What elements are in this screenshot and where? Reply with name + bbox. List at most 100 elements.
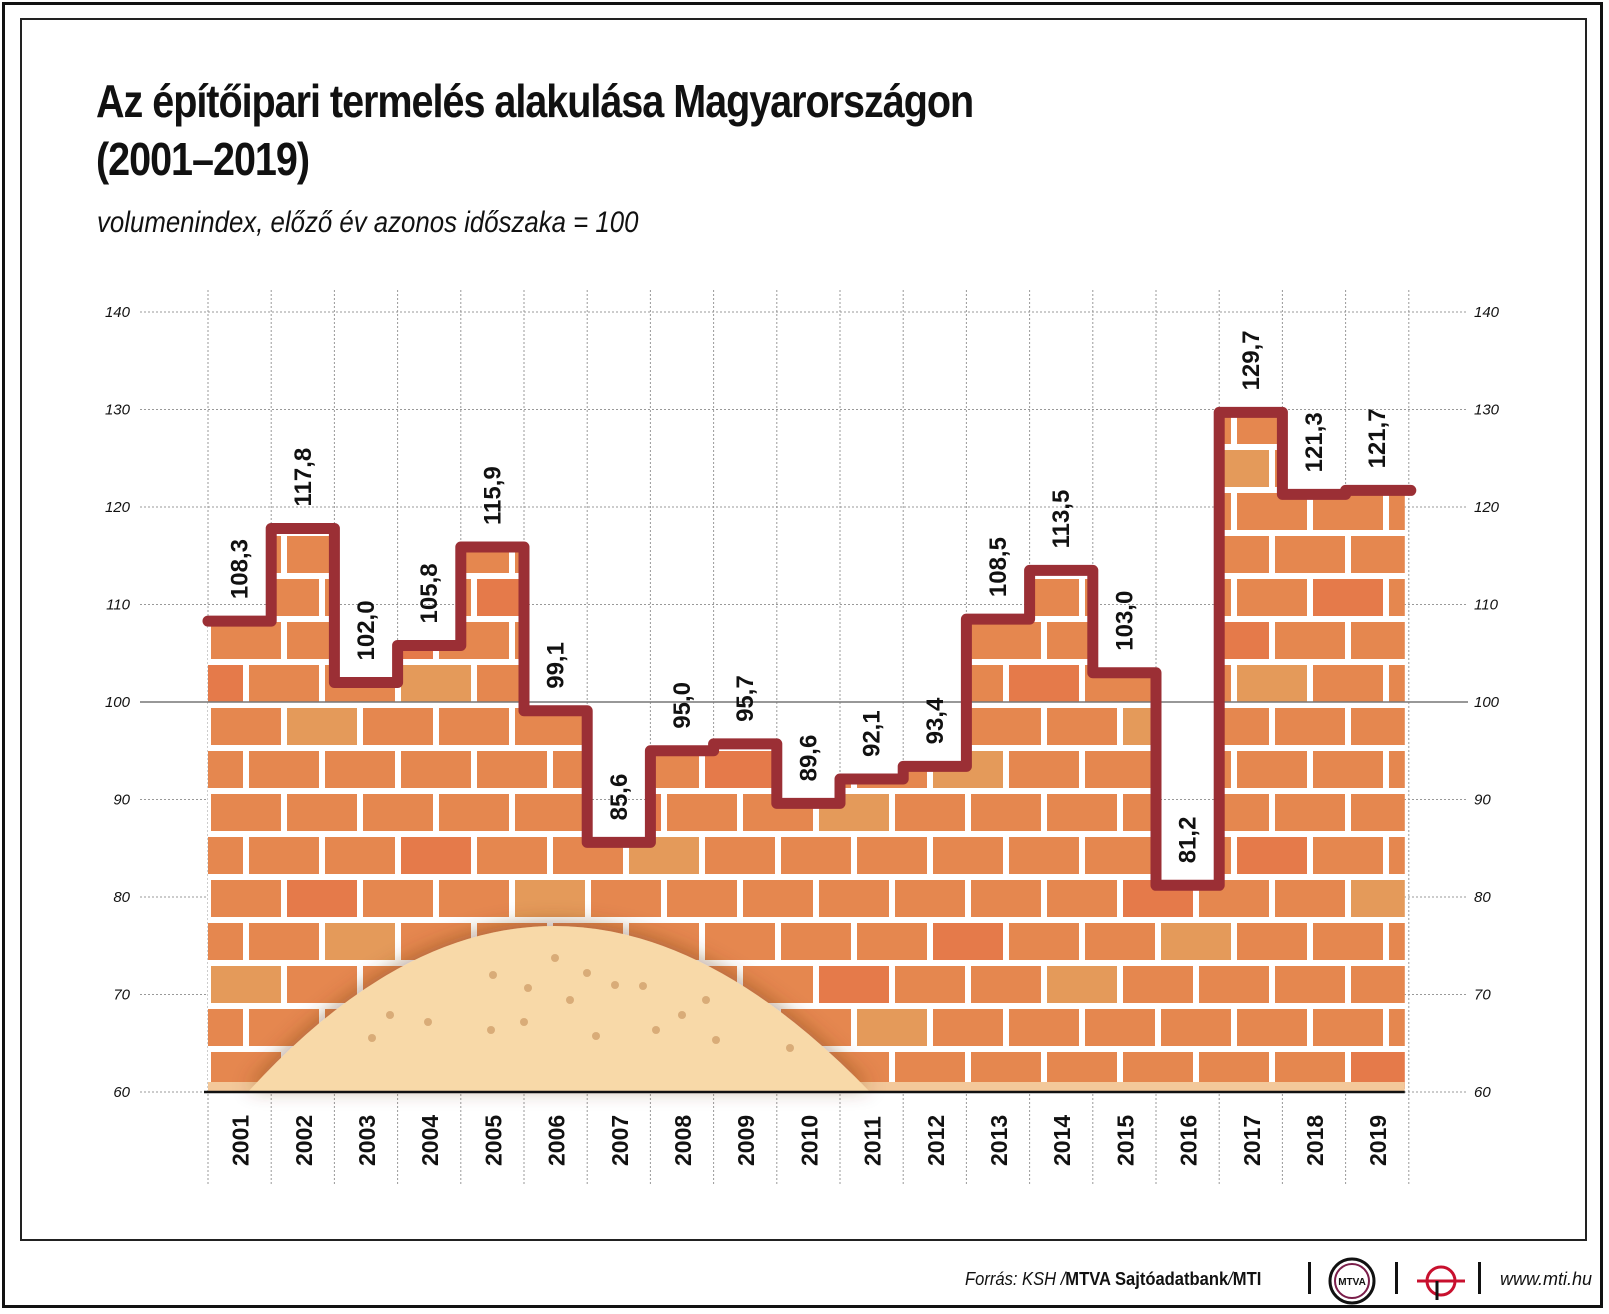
brick: [1123, 966, 1193, 1003]
brick: [1389, 923, 1405, 960]
brick: [705, 923, 775, 960]
sand-speck: [386, 1011, 394, 1019]
brick: [1085, 837, 1155, 874]
value-label: 102,0: [353, 600, 380, 660]
brick: [857, 923, 927, 960]
sand-speck: [520, 1018, 528, 1026]
value-label: 93,4: [922, 697, 949, 744]
source-separator: /: [1228, 1268, 1233, 1289]
brick: [401, 665, 471, 702]
brick: [1351, 966, 1405, 1003]
website-url: www.mti.hu: [1500, 1268, 1593, 1289]
brick: [933, 837, 1003, 874]
brick: [1009, 923, 1079, 960]
brick: [515, 364, 585, 401]
brick: [1237, 751, 1307, 788]
y-tick-label-left: 90: [113, 792, 130, 809]
value-label: 92,1: [859, 710, 886, 757]
brick: [515, 450, 585, 487]
y-tick-label-right: 100: [1474, 694, 1500, 711]
brick: [629, 493, 699, 530]
brick: [1123, 364, 1193, 401]
brick: [439, 880, 509, 917]
brick: [1009, 665, 1079, 702]
brick: [1237, 1009, 1307, 1046]
brick: [1085, 923, 1155, 960]
brick: [629, 751, 699, 788]
brick: [211, 622, 281, 659]
x-tick-label: 2007: [607, 1115, 633, 1166]
brick: [895, 536, 965, 573]
brick: [553, 412, 623, 444]
value-label: 85,6: [606, 774, 633, 821]
brick: [553, 493, 623, 530]
brick: [1161, 1009, 1231, 1046]
brick: [857, 1009, 927, 1046]
brick: [933, 923, 1003, 960]
brick: [933, 412, 1003, 444]
brick: [211, 794, 281, 831]
brick: [249, 837, 319, 874]
brick: [819, 450, 889, 487]
brick: [781, 923, 851, 960]
brick: [857, 321, 927, 358]
brick: [363, 708, 433, 745]
brick: [933, 321, 1003, 358]
brick: [287, 880, 357, 917]
brick: [1351, 880, 1405, 917]
brick: [1313, 837, 1383, 874]
y-tick-label-left: 130: [105, 402, 131, 419]
brick: [1351, 794, 1405, 831]
value-label: 103,0: [1111, 591, 1138, 651]
brick: [287, 622, 357, 659]
sand-speck: [489, 971, 497, 979]
brick: [667, 536, 737, 573]
brick: [325, 412, 395, 444]
value-label: 113,5: [1048, 490, 1075, 549]
footer-divider: [1308, 1262, 1311, 1294]
source-bold: MTVA Sajtóadatbank: [1065, 1268, 1229, 1289]
brick: [629, 321, 699, 358]
brick: [705, 579, 775, 616]
x-tick-label: 2013: [986, 1115, 1012, 1166]
brick: [515, 880, 585, 917]
brick: [1389, 321, 1459, 358]
value-label: 117,8: [290, 448, 317, 507]
brick: [1085, 412, 1155, 444]
sand-speck: [786, 1044, 794, 1052]
brick: [249, 751, 319, 788]
y-tick-label-right: 120: [1474, 499, 1500, 516]
y-tick-label-right: 80: [1474, 889, 1491, 906]
brick: [553, 579, 623, 616]
brick: [1313, 579, 1383, 616]
brick: [1389, 665, 1405, 702]
brick: [667, 880, 737, 917]
brick: [211, 450, 281, 487]
footer-divider: [1395, 1262, 1398, 1294]
brick: [363, 794, 433, 831]
brick: [287, 708, 357, 745]
brick: [1313, 321, 1383, 358]
brick: [857, 579, 927, 616]
source-prefix: Forrás: KSH /: [965, 1268, 1066, 1289]
y-tick-label-left: 80: [113, 889, 130, 906]
brick: [439, 708, 509, 745]
brick: [895, 364, 965, 401]
brick: [477, 579, 547, 616]
sand-speck: [652, 1026, 660, 1034]
brick: [249, 665, 319, 702]
brick: [1275, 880, 1345, 917]
brick: [439, 794, 509, 831]
brick: [819, 536, 889, 573]
brick: [1275, 536, 1345, 573]
brick: [249, 923, 319, 960]
x-tick-label: 2006: [544, 1115, 570, 1166]
brick: [211, 708, 281, 745]
brick: [1389, 1009, 1405, 1046]
brick: [325, 321, 395, 358]
brick: [971, 364, 1041, 401]
brick: [287, 966, 357, 1003]
x-tick-label: 2015: [1112, 1115, 1138, 1166]
sand-pile: [248, 926, 870, 1092]
